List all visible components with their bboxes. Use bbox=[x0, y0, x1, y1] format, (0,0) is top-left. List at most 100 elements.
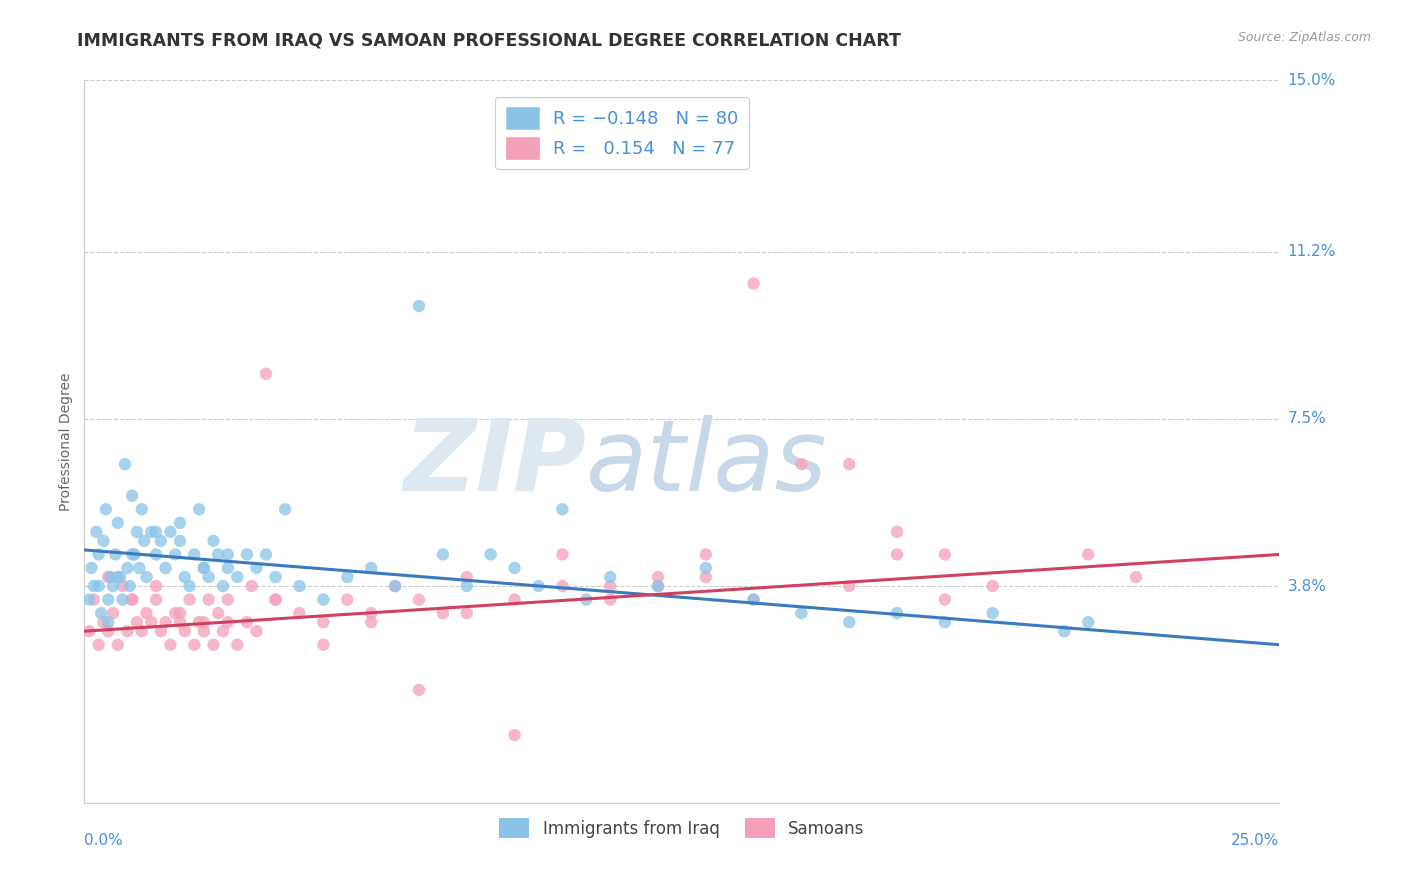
Point bbox=[83, 579, 105, 593]
Point bbox=[169, 533, 191, 548]
Point bbox=[288, 606, 311, 620]
Point bbox=[77, 624, 100, 639]
Point bbox=[212, 624, 235, 639]
Point bbox=[575, 592, 598, 607]
Point bbox=[742, 592, 765, 607]
Point bbox=[159, 638, 181, 652]
Point bbox=[100, 570, 122, 584]
Point bbox=[97, 570, 120, 584]
Point bbox=[173, 570, 195, 584]
Point bbox=[695, 570, 717, 584]
Point bbox=[245, 624, 267, 639]
Point bbox=[131, 624, 153, 639]
Point bbox=[254, 548, 277, 562]
Point bbox=[886, 548, 908, 562]
Point bbox=[111, 579, 134, 593]
Point bbox=[179, 592, 201, 607]
Point bbox=[695, 561, 717, 575]
Text: 3.8%: 3.8% bbox=[1288, 579, 1327, 593]
Point bbox=[173, 624, 195, 639]
Point bbox=[886, 524, 908, 539]
Point bbox=[145, 579, 167, 593]
Point bbox=[193, 561, 215, 575]
Point bbox=[101, 606, 124, 620]
Point bbox=[408, 299, 430, 313]
Point bbox=[408, 592, 430, 607]
Point bbox=[742, 592, 765, 607]
Point bbox=[226, 570, 249, 584]
Point bbox=[169, 516, 191, 530]
Point bbox=[117, 561, 139, 575]
Point bbox=[80, 561, 103, 575]
Point bbox=[193, 624, 215, 639]
Point bbox=[245, 561, 267, 575]
Point bbox=[93, 533, 115, 548]
Point bbox=[87, 579, 110, 593]
Point bbox=[217, 615, 239, 630]
Point bbox=[336, 570, 359, 584]
Point bbox=[456, 579, 478, 593]
Text: IMMIGRANTS FROM IRAQ VS SAMOAN PROFESSIONAL DEGREE CORRELATION CHART: IMMIGRANTS FROM IRAQ VS SAMOAN PROFESSIO… bbox=[77, 31, 901, 49]
Legend: Immigrants from Iraq, Samoans: Immigrants from Iraq, Samoans bbox=[492, 812, 872, 845]
Point bbox=[408, 682, 430, 697]
Point bbox=[87, 638, 110, 652]
Point bbox=[599, 570, 621, 584]
Point bbox=[179, 579, 201, 593]
Point bbox=[197, 570, 219, 584]
Point bbox=[384, 579, 406, 593]
Point bbox=[790, 457, 813, 471]
Y-axis label: Professional Degree: Professional Degree bbox=[59, 372, 73, 511]
Point bbox=[312, 615, 335, 630]
Point bbox=[217, 561, 239, 575]
Point bbox=[312, 638, 335, 652]
Point bbox=[193, 615, 215, 630]
Point bbox=[1077, 615, 1099, 630]
Point bbox=[503, 561, 526, 575]
Point bbox=[94, 502, 117, 516]
Point bbox=[169, 615, 191, 630]
Point bbox=[110, 570, 132, 584]
Point bbox=[193, 561, 215, 575]
Point bbox=[503, 728, 526, 742]
Text: 25.0%: 25.0% bbox=[1232, 833, 1279, 848]
Text: ZIP: ZIP bbox=[404, 415, 586, 512]
Point bbox=[1077, 548, 1099, 562]
Point bbox=[934, 592, 956, 607]
Point bbox=[165, 548, 187, 562]
Point bbox=[274, 502, 297, 516]
Text: 11.2%: 11.2% bbox=[1288, 244, 1336, 260]
Point bbox=[117, 624, 139, 639]
Point bbox=[159, 524, 181, 539]
Point bbox=[551, 579, 574, 593]
Point bbox=[125, 615, 148, 630]
Point bbox=[503, 592, 526, 607]
Point bbox=[527, 579, 550, 593]
Point bbox=[226, 638, 249, 652]
Point bbox=[93, 615, 115, 630]
Point bbox=[212, 579, 235, 593]
Point bbox=[183, 548, 205, 562]
Point bbox=[479, 548, 502, 562]
Point bbox=[217, 548, 239, 562]
Point bbox=[202, 638, 225, 652]
Point bbox=[599, 592, 621, 607]
Point bbox=[217, 592, 239, 607]
Point bbox=[264, 570, 287, 584]
Point bbox=[838, 615, 860, 630]
Point bbox=[101, 579, 124, 593]
Point bbox=[647, 579, 669, 593]
Point bbox=[207, 606, 229, 620]
Point bbox=[155, 561, 177, 575]
Point bbox=[83, 592, 105, 607]
Point bbox=[132, 533, 156, 548]
Point bbox=[240, 579, 263, 593]
Point bbox=[599, 579, 621, 593]
Text: atlas: atlas bbox=[586, 415, 828, 512]
Point bbox=[456, 606, 478, 620]
Point bbox=[647, 570, 669, 584]
Point bbox=[104, 548, 127, 562]
Point bbox=[456, 570, 478, 584]
Point bbox=[165, 606, 187, 620]
Point bbox=[107, 516, 129, 530]
Point bbox=[183, 638, 205, 652]
